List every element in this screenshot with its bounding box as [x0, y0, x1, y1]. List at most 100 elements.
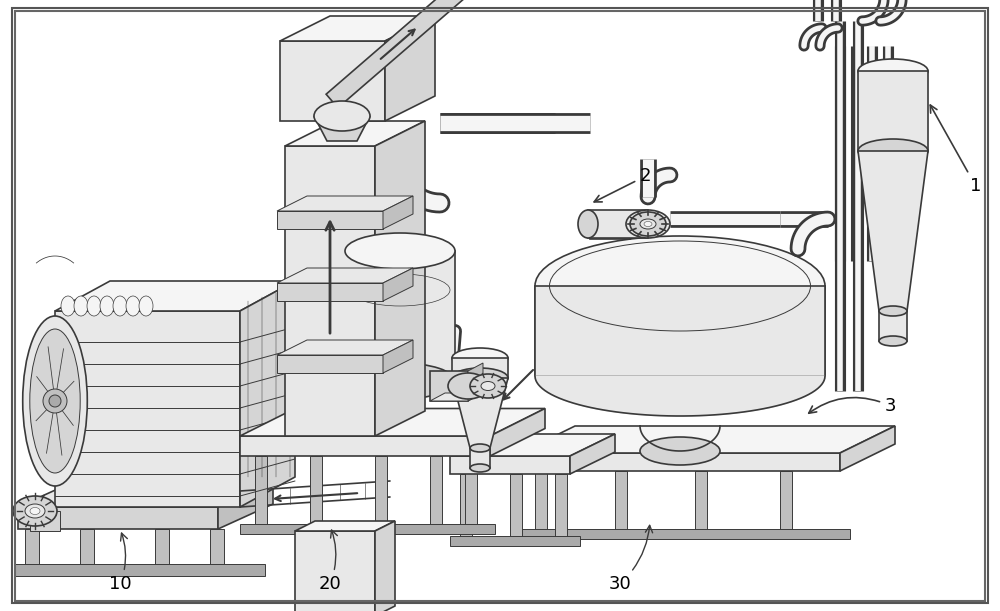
Ellipse shape — [640, 219, 656, 229]
Polygon shape — [375, 456, 387, 526]
Text: 10: 10 — [109, 533, 131, 593]
Polygon shape — [555, 474, 567, 539]
Polygon shape — [25, 529, 39, 569]
Polygon shape — [295, 531, 375, 611]
Ellipse shape — [858, 59, 928, 83]
Polygon shape — [570, 434, 615, 474]
Ellipse shape — [87, 296, 101, 316]
Polygon shape — [375, 521, 395, 611]
Polygon shape — [588, 210, 648, 238]
Polygon shape — [55, 311, 240, 507]
Ellipse shape — [470, 444, 490, 452]
Polygon shape — [630, 215, 648, 239]
Polygon shape — [520, 426, 895, 453]
Ellipse shape — [470, 464, 490, 472]
Polygon shape — [452, 358, 508, 378]
Polygon shape — [210, 529, 224, 569]
Polygon shape — [326, 0, 471, 108]
Ellipse shape — [25, 504, 45, 518]
Polygon shape — [490, 409, 545, 456]
Polygon shape — [780, 471, 792, 531]
Polygon shape — [452, 378, 508, 448]
Polygon shape — [277, 211, 383, 229]
Polygon shape — [240, 524, 495, 534]
Polygon shape — [80, 529, 94, 569]
Polygon shape — [383, 268, 413, 301]
Ellipse shape — [61, 296, 75, 316]
Polygon shape — [695, 471, 707, 531]
Text: 20: 20 — [319, 530, 341, 593]
Polygon shape — [240, 409, 545, 436]
Polygon shape — [255, 456, 267, 526]
Polygon shape — [535, 471, 547, 531]
Polygon shape — [468, 363, 483, 401]
Polygon shape — [510, 474, 522, 539]
Polygon shape — [277, 355, 383, 373]
Polygon shape — [277, 340, 413, 355]
Ellipse shape — [858, 139, 928, 163]
Polygon shape — [535, 286, 825, 376]
Ellipse shape — [452, 348, 508, 368]
Polygon shape — [590, 215, 648, 224]
Polygon shape — [879, 311, 907, 341]
Ellipse shape — [43, 389, 67, 413]
Polygon shape — [383, 340, 413, 373]
Text: 2: 2 — [594, 167, 652, 202]
Polygon shape — [460, 474, 472, 539]
Polygon shape — [858, 71, 928, 151]
Polygon shape — [280, 16, 435, 41]
Ellipse shape — [626, 210, 670, 238]
Polygon shape — [345, 251, 455, 381]
Polygon shape — [277, 196, 413, 211]
Ellipse shape — [139, 296, 153, 316]
Polygon shape — [310, 456, 322, 526]
Ellipse shape — [644, 222, 652, 227]
Polygon shape — [535, 376, 825, 416]
Text: 1: 1 — [930, 105, 981, 195]
Ellipse shape — [49, 395, 61, 407]
Polygon shape — [295, 521, 395, 531]
Polygon shape — [18, 507, 218, 529]
Ellipse shape — [30, 329, 80, 473]
Polygon shape — [383, 196, 413, 229]
Ellipse shape — [113, 296, 127, 316]
Polygon shape — [450, 456, 570, 474]
Ellipse shape — [879, 306, 907, 316]
Ellipse shape — [535, 236, 825, 336]
Polygon shape — [285, 121, 425, 146]
Polygon shape — [615, 471, 627, 531]
Polygon shape — [470, 448, 490, 468]
Ellipse shape — [630, 212, 666, 236]
Text: 3: 3 — [809, 397, 896, 415]
Polygon shape — [314, 116, 370, 141]
Polygon shape — [535, 376, 825, 416]
Ellipse shape — [314, 101, 370, 131]
Polygon shape — [385, 16, 435, 121]
Polygon shape — [430, 456, 442, 526]
Ellipse shape — [481, 381, 495, 390]
Ellipse shape — [345, 233, 455, 269]
Polygon shape — [30, 511, 60, 531]
Polygon shape — [240, 281, 295, 507]
Ellipse shape — [74, 296, 88, 316]
Polygon shape — [155, 529, 169, 569]
Polygon shape — [465, 456, 477, 526]
Polygon shape — [450, 536, 580, 546]
Text: 30: 30 — [609, 525, 653, 593]
Polygon shape — [277, 268, 413, 283]
Ellipse shape — [879, 336, 907, 346]
Polygon shape — [277, 283, 383, 301]
Polygon shape — [285, 146, 375, 436]
Polygon shape — [218, 482, 273, 529]
Polygon shape — [430, 371, 468, 401]
Polygon shape — [18, 482, 273, 507]
Polygon shape — [430, 393, 483, 401]
Ellipse shape — [640, 437, 720, 465]
Ellipse shape — [345, 363, 455, 399]
Polygon shape — [240, 436, 490, 456]
Polygon shape — [520, 529, 850, 539]
Ellipse shape — [448, 373, 488, 399]
Ellipse shape — [470, 374, 506, 398]
Polygon shape — [280, 41, 385, 121]
Ellipse shape — [23, 316, 87, 486]
